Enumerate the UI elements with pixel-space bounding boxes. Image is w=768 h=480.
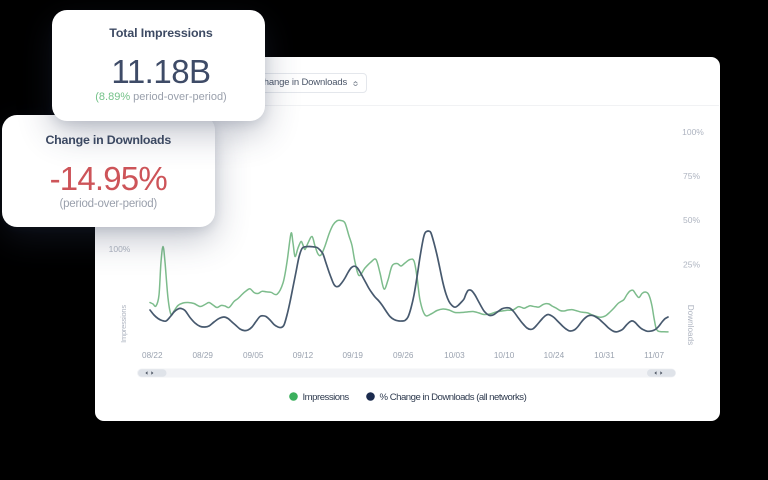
svg-text:10/31: 10/31	[594, 351, 615, 360]
svg-text:50%: 50%	[683, 215, 700, 225]
svg-text:10/24: 10/24	[544, 351, 565, 360]
svg-text:10/10: 10/10	[494, 351, 515, 360]
svg-text:75%: 75%	[683, 171, 700, 181]
svg-text:08/22: 08/22	[142, 351, 163, 360]
svg-text:08/29: 08/29	[192, 351, 213, 360]
svg-text:25%: 25%	[683, 260, 700, 270]
svg-text:09/26: 09/26	[393, 351, 414, 360]
svg-text:11/07: 11/07	[644, 351, 664, 360]
svg-text:100%: 100%	[109, 244, 131, 254]
svg-text:09/12: 09/12	[293, 351, 314, 360]
svg-text:Impressions: Impressions	[119, 305, 128, 343]
svg-text:10/03: 10/03	[444, 351, 465, 360]
svg-text:100%: 100%	[682, 127, 704, 137]
svg-text:09/19: 09/19	[342, 351, 363, 360]
svg-text:09/05: 09/05	[243, 351, 264, 360]
svg-text:% Change in Downloads (all net: % Change in Downloads (all networks)	[380, 392, 527, 403]
svg-text:Downloads: Downloads	[686, 305, 695, 346]
svg-text:Impressions: Impressions	[303, 392, 350, 403]
